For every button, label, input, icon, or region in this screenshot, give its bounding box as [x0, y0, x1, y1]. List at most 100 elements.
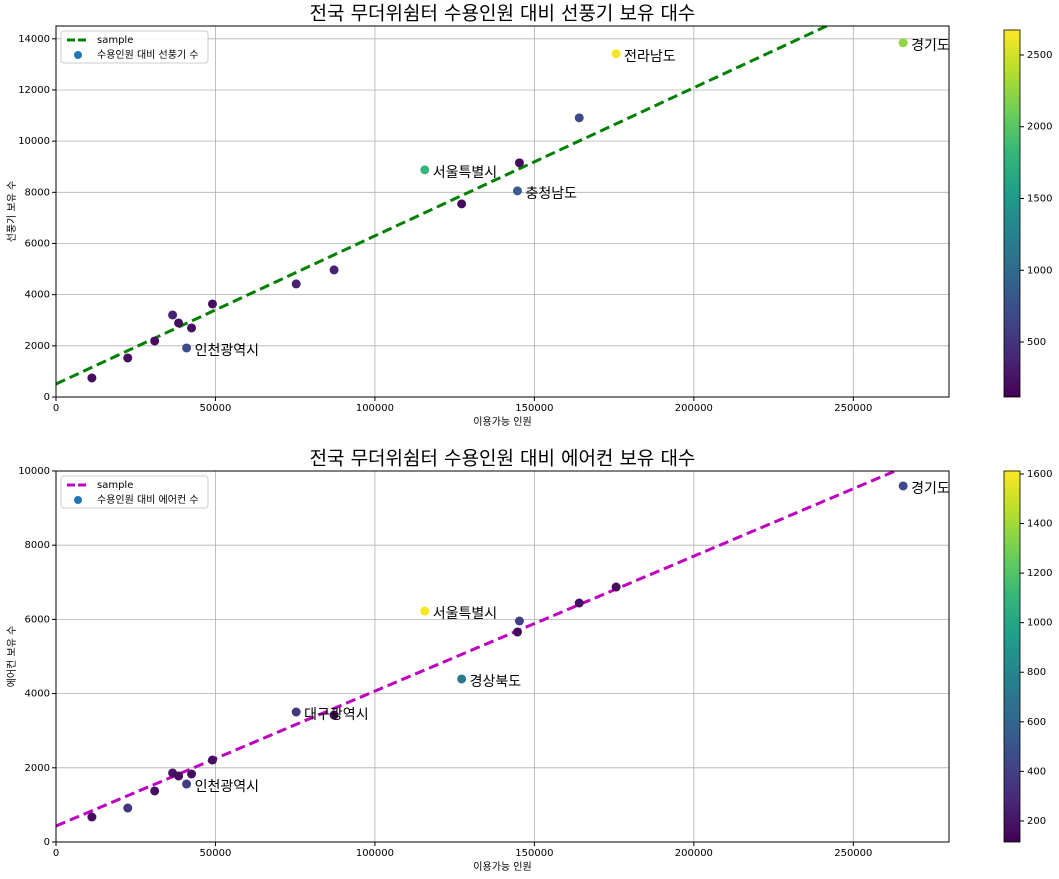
point — [329, 710, 339, 720]
point-label: 인천광역시 — [195, 343, 259, 359]
plot-area — [56, 471, 949, 842]
x-tick-label: 100000 — [356, 848, 394, 859]
point — [329, 265, 339, 275]
y-tick-label: 2000 — [25, 763, 50, 774]
point-label: 인천광역시 — [195, 779, 259, 795]
colorbar — [1003, 470, 1021, 843]
x-tick-label: 50000 — [200, 848, 232, 859]
chart: 전국 무더위쉼터 수용인원 대비 에어컨 보유 대수0 50000 100000 15… — [6, 448, 1052, 874]
point — [898, 38, 908, 48]
plot-area — [56, 26, 949, 397]
point — [123, 353, 133, 363]
point — [187, 323, 197, 333]
point — [514, 616, 524, 626]
point-label: 서울특별시 — [433, 606, 497, 622]
y-tick-label: 10000 — [18, 136, 50, 147]
point-label: 경기도 — [911, 38, 950, 54]
colorbar-tick-label: 1500 — [1027, 194, 1052, 205]
point — [457, 199, 467, 209]
y-tick-label: 8000 — [25, 540, 50, 551]
point — [898, 481, 908, 491]
colorbar-tick-label: 2000 — [1027, 122, 1052, 133]
colorbar-tick-label: 400 — [1027, 766, 1046, 777]
x-tick-label: 250000 — [834, 848, 872, 859]
y-tick-label: 2000 — [25, 341, 50, 352]
colorbar-tick-label: 1200 — [1027, 568, 1052, 579]
plot — [56, 471, 908, 828]
colorbar-tick-label: 1400 — [1027, 519, 1052, 530]
regression-line — [56, 471, 900, 828]
legend-swatch — [74, 51, 82, 59]
x-tick-label: 200000 — [675, 403, 713, 414]
legend-swatch — [74, 496, 82, 504]
x-tick-label: 50000 — [200, 403, 232, 414]
y-tick-label: 10000 — [18, 466, 50, 477]
point — [168, 310, 178, 320]
point — [207, 755, 217, 765]
point — [87, 373, 97, 383]
point — [150, 786, 160, 796]
point — [87, 812, 97, 822]
point — [123, 803, 133, 813]
colorbar-tick-label: 1000 — [1027, 265, 1052, 276]
point — [514, 158, 524, 168]
x-tick-label: 150000 — [515, 403, 553, 414]
x-tick-label: 0 — [53, 403, 59, 414]
legend-label: sample — [97, 480, 133, 491]
y-tick-label: 6000 — [25, 238, 50, 249]
point-label: 대구광역시 — [304, 707, 368, 723]
point-label: 전라남도 — [624, 49, 676, 65]
point — [457, 674, 467, 684]
colorbar-tick-label: 200 — [1027, 816, 1046, 827]
y-axis-label: 선풍기 보유 수 — [6, 181, 18, 243]
legend-label: sample — [97, 35, 133, 46]
y-tick-label: 4000 — [25, 689, 50, 700]
x-tick-label: 150000 — [515, 848, 553, 859]
point — [574, 113, 584, 123]
point — [150, 336, 160, 346]
colorbar-tick-label: 1000 — [1027, 618, 1052, 629]
point — [420, 606, 430, 616]
colorbar-tick-label: 800 — [1027, 667, 1046, 678]
axes-frame — [55, 470, 950, 843]
point — [291, 279, 301, 289]
legend-label: 수용인원 대비 선풍기 수 — [97, 49, 199, 61]
point — [512, 627, 522, 637]
chart-title: 전국 무더위쉼터 수용인원 대비 선풍기 보유 대수 — [310, 3, 696, 25]
colorbar — [1003, 29, 1021, 398]
y-tick-label: 8000 — [25, 187, 50, 198]
axes-frame — [55, 25, 950, 398]
chart-title: 전국 무더위쉼터 수용인원 대비 에어컨 보유 대수 — [310, 448, 696, 470]
point-label: 경상북도 — [470, 674, 522, 690]
point-label: 서울특별시 — [433, 165, 497, 181]
legend: sample 수용인원 대비 선풍기 수 — [60, 30, 209, 64]
point — [574, 598, 584, 608]
point — [291, 707, 301, 717]
point — [420, 165, 430, 175]
x-tick-label: 100000 — [356, 403, 394, 414]
legend-box — [60, 30, 209, 64]
point-label: 충청남도 — [525, 186, 577, 202]
plot — [56, 26, 908, 386]
point — [611, 582, 621, 592]
y-tick-label: 12000 — [18, 85, 50, 96]
x-axis-label: 이용가능 인원 — [473, 416, 531, 428]
x-axis-label: 이용가능 인원 — [473, 861, 531, 873]
y-tick-label: 4000 — [25, 290, 50, 301]
legend-box — [60, 475, 209, 509]
point — [174, 318, 184, 328]
colorbar-tick-label: 2500 — [1027, 50, 1052, 61]
point — [611, 49, 621, 59]
point — [174, 771, 184, 781]
point — [182, 779, 192, 789]
colorbar-tick-label: 600 — [1027, 717, 1046, 728]
chart: 전국 무더위쉼터 수용인원 대비 선풍기 보유 대수 0 50000 100000 15… — [6, 3, 1052, 429]
point-label: 경기도 — [911, 481, 950, 497]
y-axis-label: 에어컨 보유 수 — [6, 626, 18, 688]
x-tick-label: 200000 — [675, 848, 713, 859]
y-tick-label: 14000 — [18, 34, 50, 45]
legend-label: 수용인원 대비 에어컨 수 — [97, 494, 199, 506]
legend: sample 수용인원 대비 에어컨 수 — [60, 475, 209, 509]
x-tick-label: 250000 — [834, 403, 872, 414]
